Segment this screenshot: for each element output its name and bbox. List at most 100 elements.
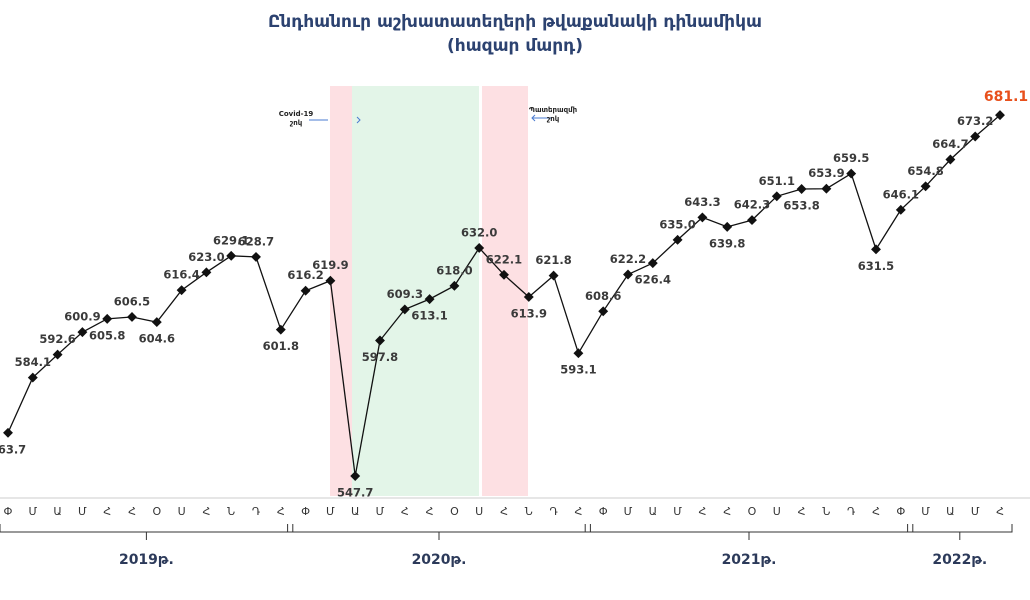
x-tick-label: Հ [277,505,285,518]
x-tick-label: Օ [152,505,161,518]
point [747,215,757,226]
value-label: 646.1 [883,187,919,201]
value-label: 604.6 [139,332,175,346]
value-label: 618.0 [436,263,472,277]
x-tick-label: Օ [450,505,459,518]
value-label: 629.1 [213,233,249,247]
x-tick-label: Հ [698,505,706,518]
value-label: 626.4 [635,273,671,287]
point [350,471,361,482]
x-tick-label: Ն [525,505,533,518]
value-label: 622.2 [610,252,646,266]
x-tick-label: Փ [896,505,905,518]
point [895,204,906,215]
year-bracket [0,524,294,533]
value-label: 651.1 [759,174,795,188]
value-label: 632.0 [461,225,497,239]
point [399,304,410,315]
value-label: 639.8 [709,236,745,250]
value-label: 601.8 [263,339,299,353]
x-tick-label: Դ [549,505,557,518]
point [499,269,509,280]
war-band [482,86,528,496]
year-label: 2022թ. [932,552,987,568]
value-label: 635.0 [659,217,695,231]
value-label: 608.6 [585,289,621,303]
value-label: 605.8 [89,328,125,342]
x-tick-label: Ս [475,505,483,518]
point [275,324,286,335]
annotation: Covid-19 [279,110,314,118]
x-tick-label: Հ [500,505,508,518]
value-label: 600.9 [64,310,100,324]
value-label: 593.1 [560,363,596,377]
value-label: 547.7 [337,486,373,500]
point [722,221,733,232]
point [127,312,137,322]
recovery-band [352,86,479,496]
x-tick-label: Մ [971,505,980,518]
point [251,251,261,262]
value-label: 622.1 [486,252,522,266]
value-label: 631.5 [858,259,894,273]
x-tick-label: Դ [252,505,260,518]
point [672,234,683,245]
x-tick-label: Օ [748,505,757,518]
point [151,317,162,328]
point [697,212,708,223]
year-label: 2021թ. [722,552,777,568]
point [945,154,956,165]
x-tick-label: Հ [872,505,880,518]
annotation: շոկ [547,115,559,123]
point [325,275,336,286]
point [647,258,658,269]
x-tick-label: Հ [723,505,731,518]
x-tick-label: Հ [426,505,434,518]
value-label: 621.8 [535,253,571,267]
value-label: 616.2 [287,268,323,282]
point [821,183,832,194]
value-label: 681.1 [984,89,1028,105]
point [176,285,187,296]
point [449,280,460,291]
annotation: շոկ [290,119,302,127]
x-tick-label: Ն [822,505,830,518]
x-tick-label: Փ [599,505,608,518]
value-label: 584.1 [15,355,51,369]
x-tick-label: Մ [624,505,633,518]
year-label: 2019թ. [119,552,174,568]
value-label: 609.3 [387,287,423,301]
point [796,184,807,194]
value-label: 619.9 [312,258,348,272]
point [846,168,857,179]
x-tick-label: Հ [202,505,210,518]
x-tick-label: Հ [574,505,582,518]
point [920,181,931,192]
x-tick-label: Մ [326,505,335,518]
chart-title: Ընդհանուր աշխատատեղերի թվաքանակի դինամիկ… [268,12,762,32]
point [871,244,881,255]
x-tick-label: Ա [946,505,954,518]
point [970,131,981,142]
value-label: 642.3 [734,198,770,212]
value-label: 563.7 [0,442,26,456]
value-label: 653.9 [808,166,844,180]
point [226,250,237,261]
year-bracket [584,524,914,533]
x-tick-label: Մ [673,505,682,518]
x-tick-label: Հ [103,505,111,518]
x-tick-label: Հ [798,505,806,518]
x-tick-label: Փ [4,505,13,518]
value-label: 613.9 [511,306,547,320]
point [548,270,559,281]
x-tick-label: Դ [847,505,855,518]
point [474,243,485,253]
point [523,291,534,302]
value-label: 654.8 [907,164,943,178]
x-tick-label: Փ [301,505,310,518]
x-tick-label: Հ [996,505,1004,518]
value-label: 653.8 [783,198,819,212]
value-label: 616.4 [163,268,199,282]
year-bracket [287,524,591,533]
point [424,294,435,305]
